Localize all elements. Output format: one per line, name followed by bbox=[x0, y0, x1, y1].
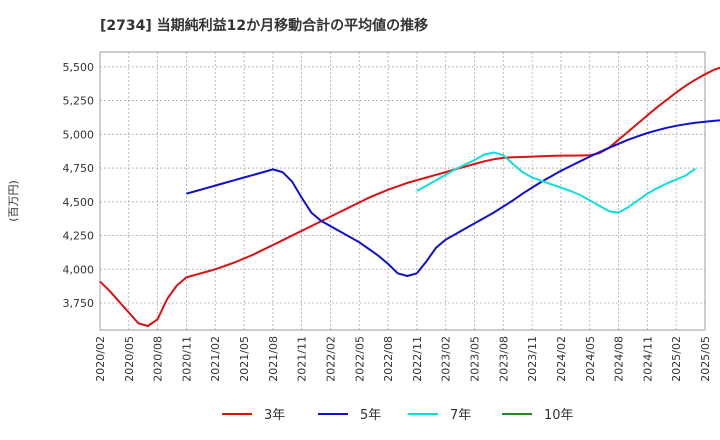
x-tick-label: 2021/08 bbox=[267, 336, 280, 382]
x-tick-label: 2023/02 bbox=[440, 336, 453, 382]
x-tick-label: 2023/08 bbox=[497, 336, 510, 382]
x-tick-label: 2025/05 bbox=[699, 336, 712, 382]
y-tick-label: 4,750 bbox=[63, 162, 95, 175]
y-tick-label: 4,500 bbox=[63, 196, 95, 209]
y-tick-label: 5,500 bbox=[63, 61, 95, 74]
grid-lines bbox=[99, 52, 706, 330]
series-line-3年 bbox=[99, 66, 720, 327]
x-tick-label: 2021/11 bbox=[296, 336, 309, 382]
y-tick-label: 5,250 bbox=[63, 95, 95, 108]
x-tick-label: 2020/08 bbox=[152, 336, 165, 382]
x-tick-label: 2020/02 bbox=[94, 336, 107, 382]
y-tick-label: 5,000 bbox=[63, 128, 95, 141]
x-tick-label: 2021/05 bbox=[238, 336, 251, 382]
y-tick-label: 4,250 bbox=[63, 230, 95, 243]
x-tick-label: 2024/08 bbox=[613, 336, 626, 382]
plot-area bbox=[99, 51, 706, 331]
x-tick-label: 2023/05 bbox=[469, 336, 482, 382]
x-tick-label: 2022/02 bbox=[324, 336, 337, 382]
x-tick-label: 2024/11 bbox=[641, 336, 654, 382]
y-axis-ticks: 3,750 4,000 4,250 4,500 4,750 5,000 5,250 5,500 bbox=[63, 61, 95, 310]
x-tick-label: 2020/05 bbox=[123, 336, 136, 382]
x-tick-label: 2024/05 bbox=[584, 336, 597, 382]
legend-label: 5年 bbox=[360, 408, 381, 423]
x-tick-label: 2022/05 bbox=[353, 336, 366, 382]
x-tick-label: 2022/11 bbox=[411, 336, 424, 382]
legend-label: 10年 bbox=[544, 408, 574, 423]
series-line-7年 bbox=[416, 151, 696, 214]
chart-title: [2734] 当期純利益12か月移動合計の平均値の推移 bbox=[100, 17, 428, 34]
x-tick-label: 2023/11 bbox=[526, 336, 539, 382]
x-axis-ticks: 2020/02 2020/05 2020/08 2020/11 2021/02 2021/… bbox=[94, 336, 712, 382]
x-tick-label: 2022/08 bbox=[382, 336, 395, 382]
x-tick-label: 2025/02 bbox=[670, 336, 683, 382]
x-tick-label: 2024/02 bbox=[555, 336, 568, 382]
legend-label: 7年 bbox=[450, 408, 471, 423]
series-line-5年 bbox=[186, 119, 720, 277]
y-tick-label: 4,000 bbox=[63, 263, 95, 276]
legend: 3年 5年 7年 10年 bbox=[222, 408, 574, 423]
x-tick-label: 2020/11 bbox=[180, 336, 193, 382]
y-axis-label: (百万円) bbox=[7, 180, 20, 222]
y-tick-label: 3,750 bbox=[63, 297, 95, 310]
legend-label: 3年 bbox=[264, 408, 285, 423]
series-lines bbox=[99, 66, 720, 327]
x-tick-label: 2021/02 bbox=[209, 336, 222, 382]
